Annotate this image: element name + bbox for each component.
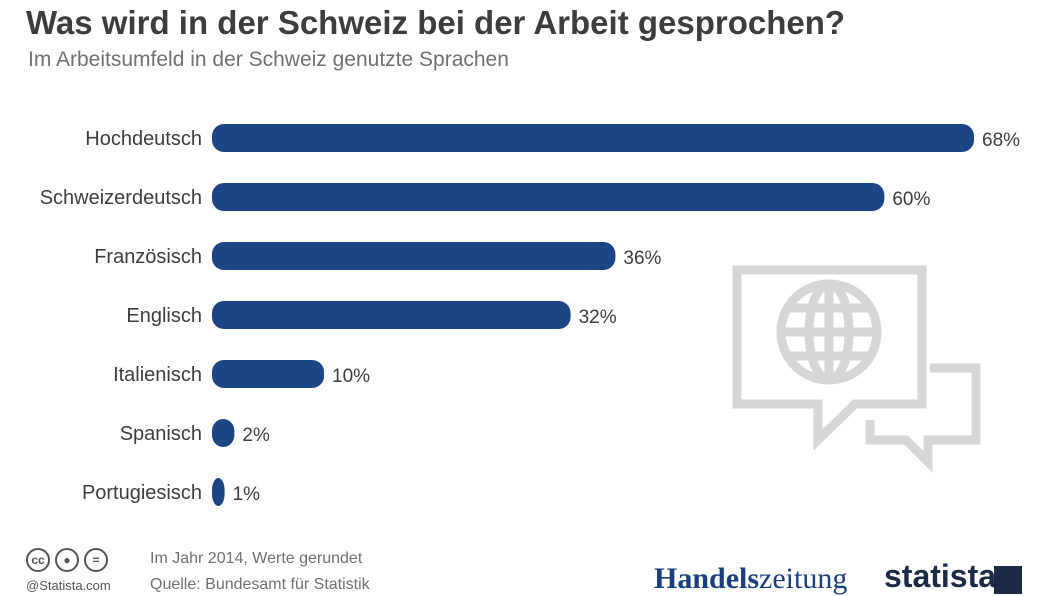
bar (212, 419, 235, 447)
cc-icon: cc (26, 548, 50, 572)
value-label: 32% (579, 307, 617, 328)
brand-hz-bold: Handels (654, 562, 760, 595)
chart-title: Was wird in der Schweiz bei der Arbeit g… (26, 4, 846, 41)
statista-mark-icon (994, 566, 1022, 594)
bar (212, 242, 616, 270)
category-label: Französisch (94, 246, 202, 268)
statista-logo: statista (884, 558, 997, 594)
value-label: 1% (233, 484, 261, 505)
copyright-text: @Statista.com (26, 578, 111, 593)
license-icons: cc ● = (26, 548, 108, 572)
category-label: Spanisch (120, 423, 202, 445)
value-label: 68% (982, 130, 1020, 151)
category-label: Hochdeutsch (85, 128, 202, 150)
brand-hz-light: zeitung (759, 562, 848, 595)
note-source: Quelle: Bundesamt für Statistik (150, 576, 370, 593)
bar (212, 360, 325, 388)
bar (212, 183, 885, 211)
bar (212, 478, 225, 506)
nd-icon: = (84, 548, 108, 572)
value-label: 10% (332, 366, 370, 387)
bar (212, 124, 974, 152)
bar (212, 301, 571, 329)
category-label: Schweizerdeutsch (40, 187, 202, 209)
bars-group: Hochdeutsch 68% Schweizerdeutsch 60% Französ… (40, 124, 1020, 506)
value-label: 2% (242, 425, 270, 446)
value-label: 60% (892, 189, 930, 210)
value-label: 36% (623, 248, 661, 269)
category-label: Englisch (126, 305, 202, 327)
handelszeitung-logo: Handelszeitung (654, 562, 847, 596)
category-label: Italienisch (113, 364, 202, 386)
chart-subtitle: Im Arbeitsumfeld in der Schweiz genutzte… (28, 48, 509, 71)
bar-chart: Hochdeutsch 68% Schweizerdeutsch 60% Französ… (40, 124, 1020, 506)
speech-bubble-globe-icon (732, 265, 981, 473)
category-label: Portugiesisch (82, 482, 202, 504)
note-year: Im Jahr 2014, Werte gerundet (150, 550, 363, 567)
by-icon: ● (55, 548, 79, 572)
